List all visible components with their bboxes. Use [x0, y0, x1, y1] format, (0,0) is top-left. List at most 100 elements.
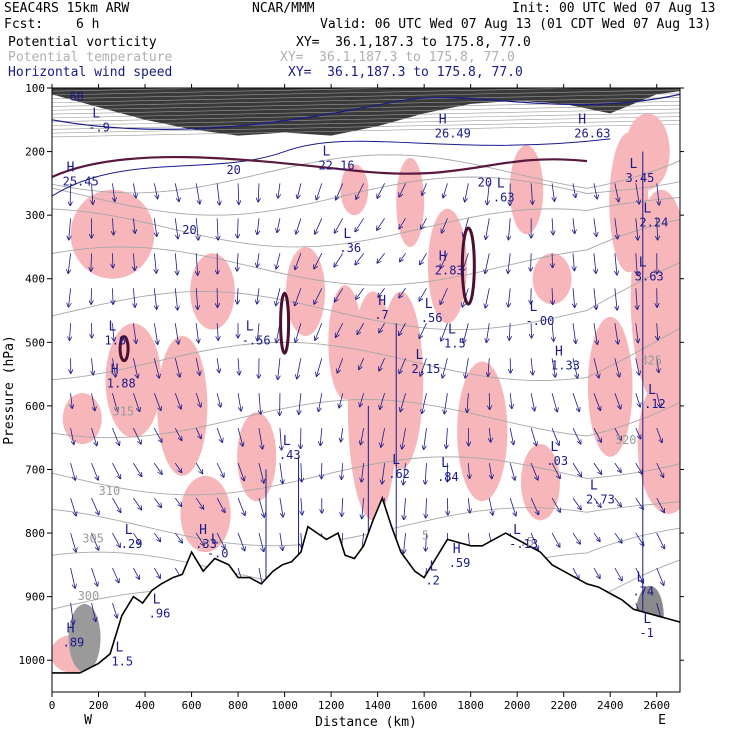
wind-vector — [593, 567, 600, 578]
theta-contour — [52, 197, 680, 248]
high-label: H1.88 — [107, 363, 136, 391]
wind-vector — [425, 463, 426, 484]
wind-vector — [614, 218, 618, 238]
high-label-marker: H — [111, 363, 119, 378]
x-tick-label: 1800 — [457, 699, 484, 712]
wind-vector — [594, 253, 596, 273]
low-label-marker: L — [643, 612, 651, 627]
wind-vector — [467, 393, 468, 412]
theta-label: 305 — [82, 532, 104, 546]
wind-vector — [361, 463, 363, 482]
wind-vector — [572, 358, 577, 378]
wind-vector — [314, 288, 323, 304]
wind-vector — [508, 218, 510, 239]
theta-contour — [52, 154, 680, 194]
wind-vector — [440, 288, 448, 304]
wind-vector — [196, 253, 197, 275]
wind-vector — [531, 183, 532, 204]
high-label: H26.63 — [574, 113, 610, 141]
wind-vector — [593, 462, 602, 474]
wind-vector — [572, 323, 576, 343]
pv-shade — [427, 208, 467, 324]
wind-vector — [174, 393, 181, 409]
strat-contour — [52, 120, 680, 134]
wind-vector — [334, 253, 344, 266]
wind-vector — [301, 533, 302, 547]
pv-shade — [378, 291, 424, 470]
low-label-marker: L — [629, 157, 637, 172]
pv-shade — [509, 145, 544, 235]
wind-vector — [442, 218, 448, 232]
wind-vector — [530, 462, 538, 480]
y-tick-label: 700 — [25, 463, 45, 476]
low-label: L-.56 — [242, 319, 271, 347]
wind-vector — [593, 393, 600, 410]
wind-vector — [195, 358, 200, 375]
low-label: L-.13 — [509, 523, 538, 551]
wind-vector — [216, 532, 225, 548]
y-tick-label: 600 — [25, 400, 45, 413]
low-label: L.56 — [421, 297, 443, 325]
pv-shade — [625, 113, 670, 190]
low-label-value: 22.16 — [318, 158, 354, 172]
wind-vector — [112, 323, 114, 341]
wind-vector — [153, 427, 161, 442]
wind-vector — [399, 218, 406, 228]
pv-contour — [118, 335, 130, 363]
wind-vector — [419, 288, 427, 301]
wind-vector — [339, 393, 344, 407]
wind-vector — [635, 497, 643, 509]
wind-vector — [656, 567, 664, 585]
low-label-value: .43 — [279, 448, 301, 462]
low-label: L.03 — [546, 440, 568, 468]
wind-vector — [91, 602, 96, 621]
theta-label: 310 — [99, 484, 121, 498]
wind-vector — [341, 463, 342, 479]
wind-vector — [217, 183, 219, 204]
wind-vector — [530, 497, 538, 514]
high-label: H.33 — [195, 523, 217, 551]
wind-vector — [359, 358, 365, 369]
theta-contour — [52, 262, 680, 331]
wind-vector — [656, 532, 665, 548]
wind-vector — [237, 253, 238, 271]
low-label: L.2 — [425, 560, 439, 588]
wind-vector — [257, 288, 259, 303]
wind-vector — [112, 427, 119, 445]
low-label-marker: L — [550, 440, 558, 455]
low-label-marker: L — [529, 300, 537, 315]
wind-vector — [421, 218, 427, 229]
wind-vector — [486, 218, 490, 239]
wind-vector — [403, 463, 405, 484]
low-label-value: -.0 — [207, 546, 229, 560]
wind-vector — [614, 393, 621, 408]
wind-vector — [153, 183, 157, 198]
wind-vector — [635, 183, 639, 203]
wind-vector — [133, 462, 141, 476]
wind-vector — [237, 532, 245, 551]
wind-vector — [70, 567, 76, 588]
wind-vector — [70, 323, 71, 340]
wind-vector — [175, 253, 177, 274]
wind-vector — [656, 497, 665, 512]
wind-speed-label: 20 — [226, 163, 240, 177]
high-label-marker: H — [439, 249, 447, 264]
wind-vector — [404, 498, 406, 519]
east-label: E — [658, 713, 666, 728]
low-label: L3.63 — [635, 256, 664, 284]
wind-vector — [68, 253, 70, 273]
wind-vector — [552, 183, 554, 201]
wind-vector — [336, 183, 344, 199]
wind-vector — [635, 358, 639, 375]
terrain-fill — [52, 498, 680, 692]
wind-vector — [196, 218, 198, 240]
wind-vector — [112, 602, 117, 618]
x-tick-label: 0 — [49, 699, 56, 712]
x-tick-label: 200 — [89, 699, 109, 712]
high-label: H2.83 — [435, 249, 464, 277]
wind-vector — [614, 358, 620, 377]
wind-vector — [399, 358, 406, 373]
model-title: SEAC4RS 15km ARW — [4, 1, 130, 16]
wind-vector — [636, 323, 638, 342]
low-label-marker: L — [448, 322, 456, 337]
